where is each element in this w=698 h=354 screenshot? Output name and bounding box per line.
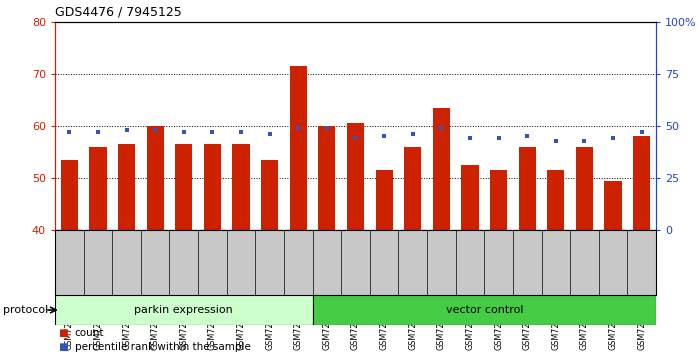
Bar <box>547 170 565 230</box>
Text: percentile rank within the sample: percentile rank within the sample <box>75 342 251 352</box>
Bar <box>204 144 221 230</box>
Bar <box>404 147 422 230</box>
Bar <box>576 147 593 230</box>
Bar <box>318 126 336 230</box>
Bar <box>347 124 364 230</box>
Bar <box>147 126 164 230</box>
Bar <box>290 66 307 230</box>
Text: count: count <box>75 328 104 338</box>
Text: ■: ■ <box>59 342 68 352</box>
Text: parkin expression: parkin expression <box>135 305 233 315</box>
Bar <box>461 165 479 230</box>
Bar <box>519 147 536 230</box>
Bar <box>261 160 279 230</box>
Bar <box>61 160 78 230</box>
Bar <box>118 144 135 230</box>
Bar <box>433 108 450 230</box>
Bar <box>232 144 250 230</box>
Bar <box>633 136 651 230</box>
Bar <box>604 181 622 230</box>
Bar <box>55 295 313 325</box>
Bar <box>89 147 107 230</box>
Text: protocol: protocol <box>3 305 49 315</box>
Text: vector control: vector control <box>445 305 523 315</box>
Text: GDS4476 / 7945125: GDS4476 / 7945125 <box>55 5 181 18</box>
Bar <box>376 170 393 230</box>
Text: ■: ■ <box>59 328 68 338</box>
Bar <box>175 144 193 230</box>
Bar <box>313 295 656 325</box>
Bar <box>490 170 507 230</box>
